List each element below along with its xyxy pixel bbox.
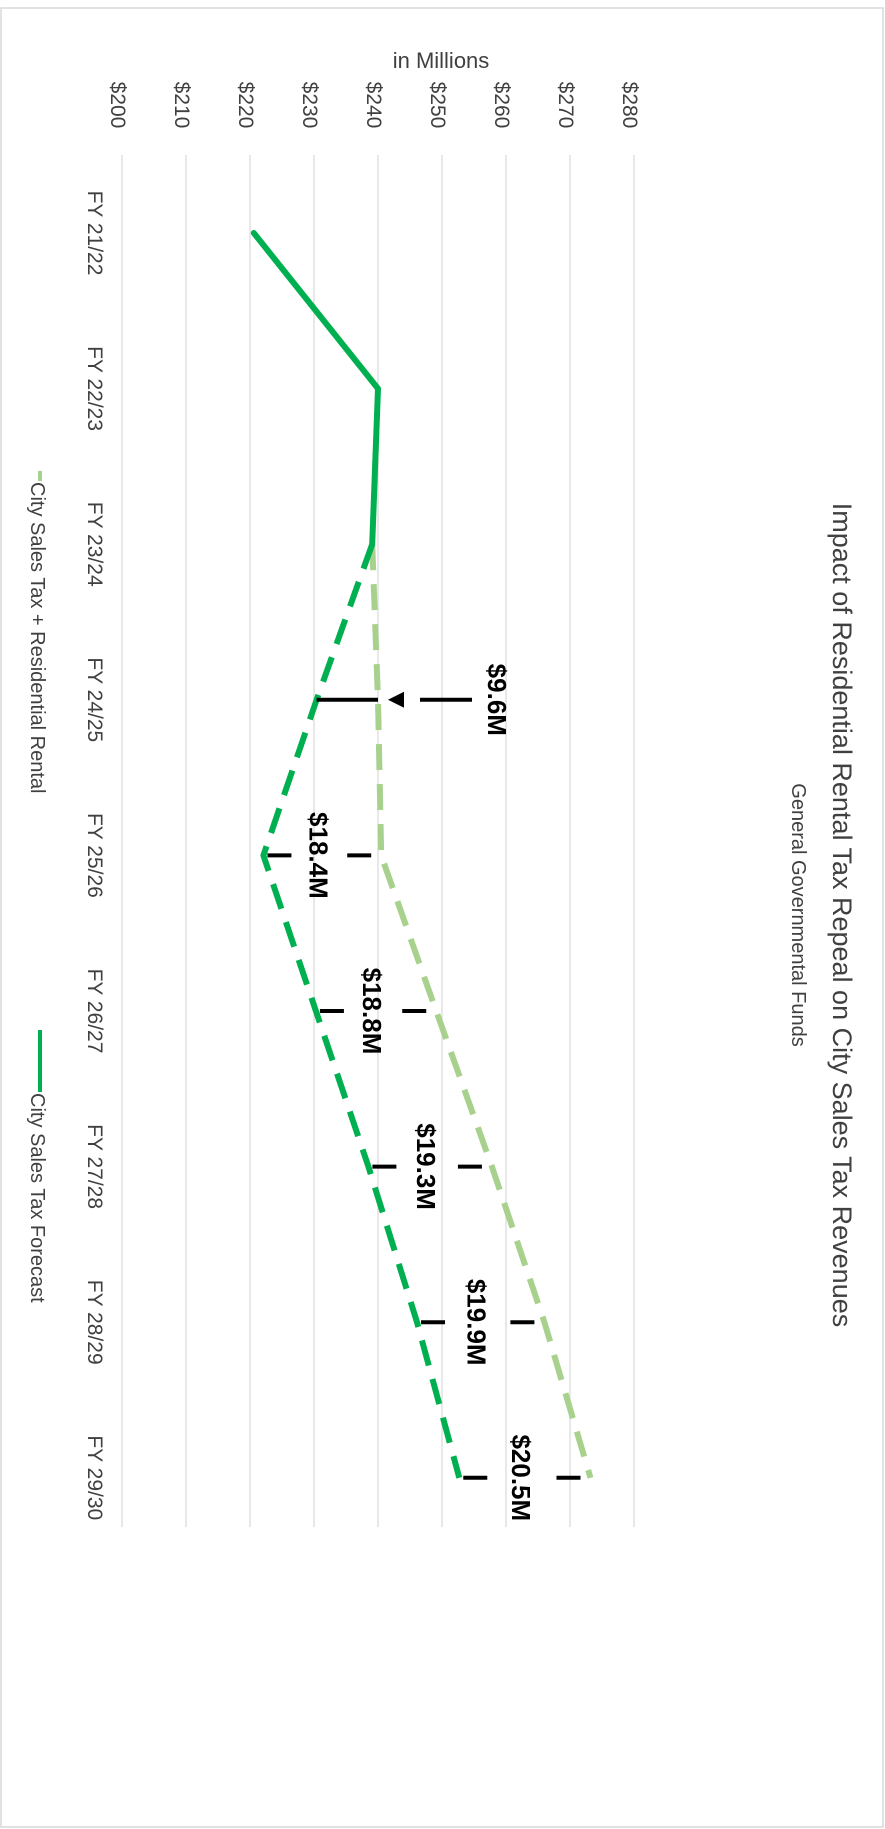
- annotation-layer: $9.6M $18.4M $18.8M $19.3M $19.9M $20.5M: [267, 664, 581, 1521]
- x-tick-label: FY 26/27: [83, 969, 106, 1054]
- gap-label: $9.6M: [482, 664, 512, 736]
- x-axis-tick-labels: FY 21/22 FY 22/23 FY 23/24 FY 24/25 FY 25/26…: [83, 191, 106, 1521]
- x-tick-label: FY 24/25: [83, 657, 106, 742]
- y-tick-label: $280: [618, 82, 641, 129]
- y-tick-label: $220: [234, 82, 257, 129]
- legend-label-city-sales-tax-forecast: City Sales Tax Forecast: [26, 1093, 48, 1303]
- legend: City Sales Tax + Residential Rental City…: [26, 471, 48, 1303]
- gridlines: [121, 155, 635, 1527]
- y-tick-label: $200: [106, 82, 129, 129]
- x-tick-label: FY 29/30: [83, 1435, 106, 1520]
- y-tick-label: $260: [490, 82, 513, 129]
- y-tick-label: $270: [554, 82, 577, 129]
- y-axis-tick-labels: $200 $210 $220 $230 $240 $250 $260 $270 $280: [106, 82, 641, 129]
- gap-arrow-head: [388, 691, 404, 708]
- gap-label: $18.4M: [303, 812, 333, 899]
- y-tick-label: $240: [362, 82, 385, 129]
- series-line-city-sales-tax-forecast-actual: [250, 230, 381, 548]
- gap-label: $19.3M: [411, 1123, 441, 1210]
- gap-label: $20.5M: [506, 1434, 536, 1521]
- gap-label: $19.9M: [462, 1279, 492, 1366]
- x-tick-label: FY 28/29: [83, 1280, 106, 1365]
- y-tick-label: $230: [298, 82, 321, 129]
- chart-title: Impact of Residential Rental Tax Repeal …: [827, 503, 857, 1327]
- legend-label-city-sales-tax-plus-rental: City Sales Tax + Residential Rental: [26, 482, 48, 793]
- x-tick-label: FY 21/22: [83, 191, 106, 276]
- y-tick-label: $250: [426, 82, 449, 129]
- series-line-city-sales-tax-plus-rental: [369, 544, 594, 1479]
- x-tick-label: FY 27/28: [83, 1124, 106, 1209]
- x-tick-label: FY 22/23: [83, 346, 106, 431]
- gap-label: $18.8M: [357, 968, 387, 1055]
- y-tick-label: $210: [170, 82, 193, 129]
- x-tick-label: FY 23/24: [83, 502, 106, 587]
- chart-subtitle: General Governmental Funds: [787, 783, 809, 1046]
- y-axis-label: in Millions: [393, 48, 490, 73]
- x-tick-label: FY 25/26: [83, 813, 106, 898]
